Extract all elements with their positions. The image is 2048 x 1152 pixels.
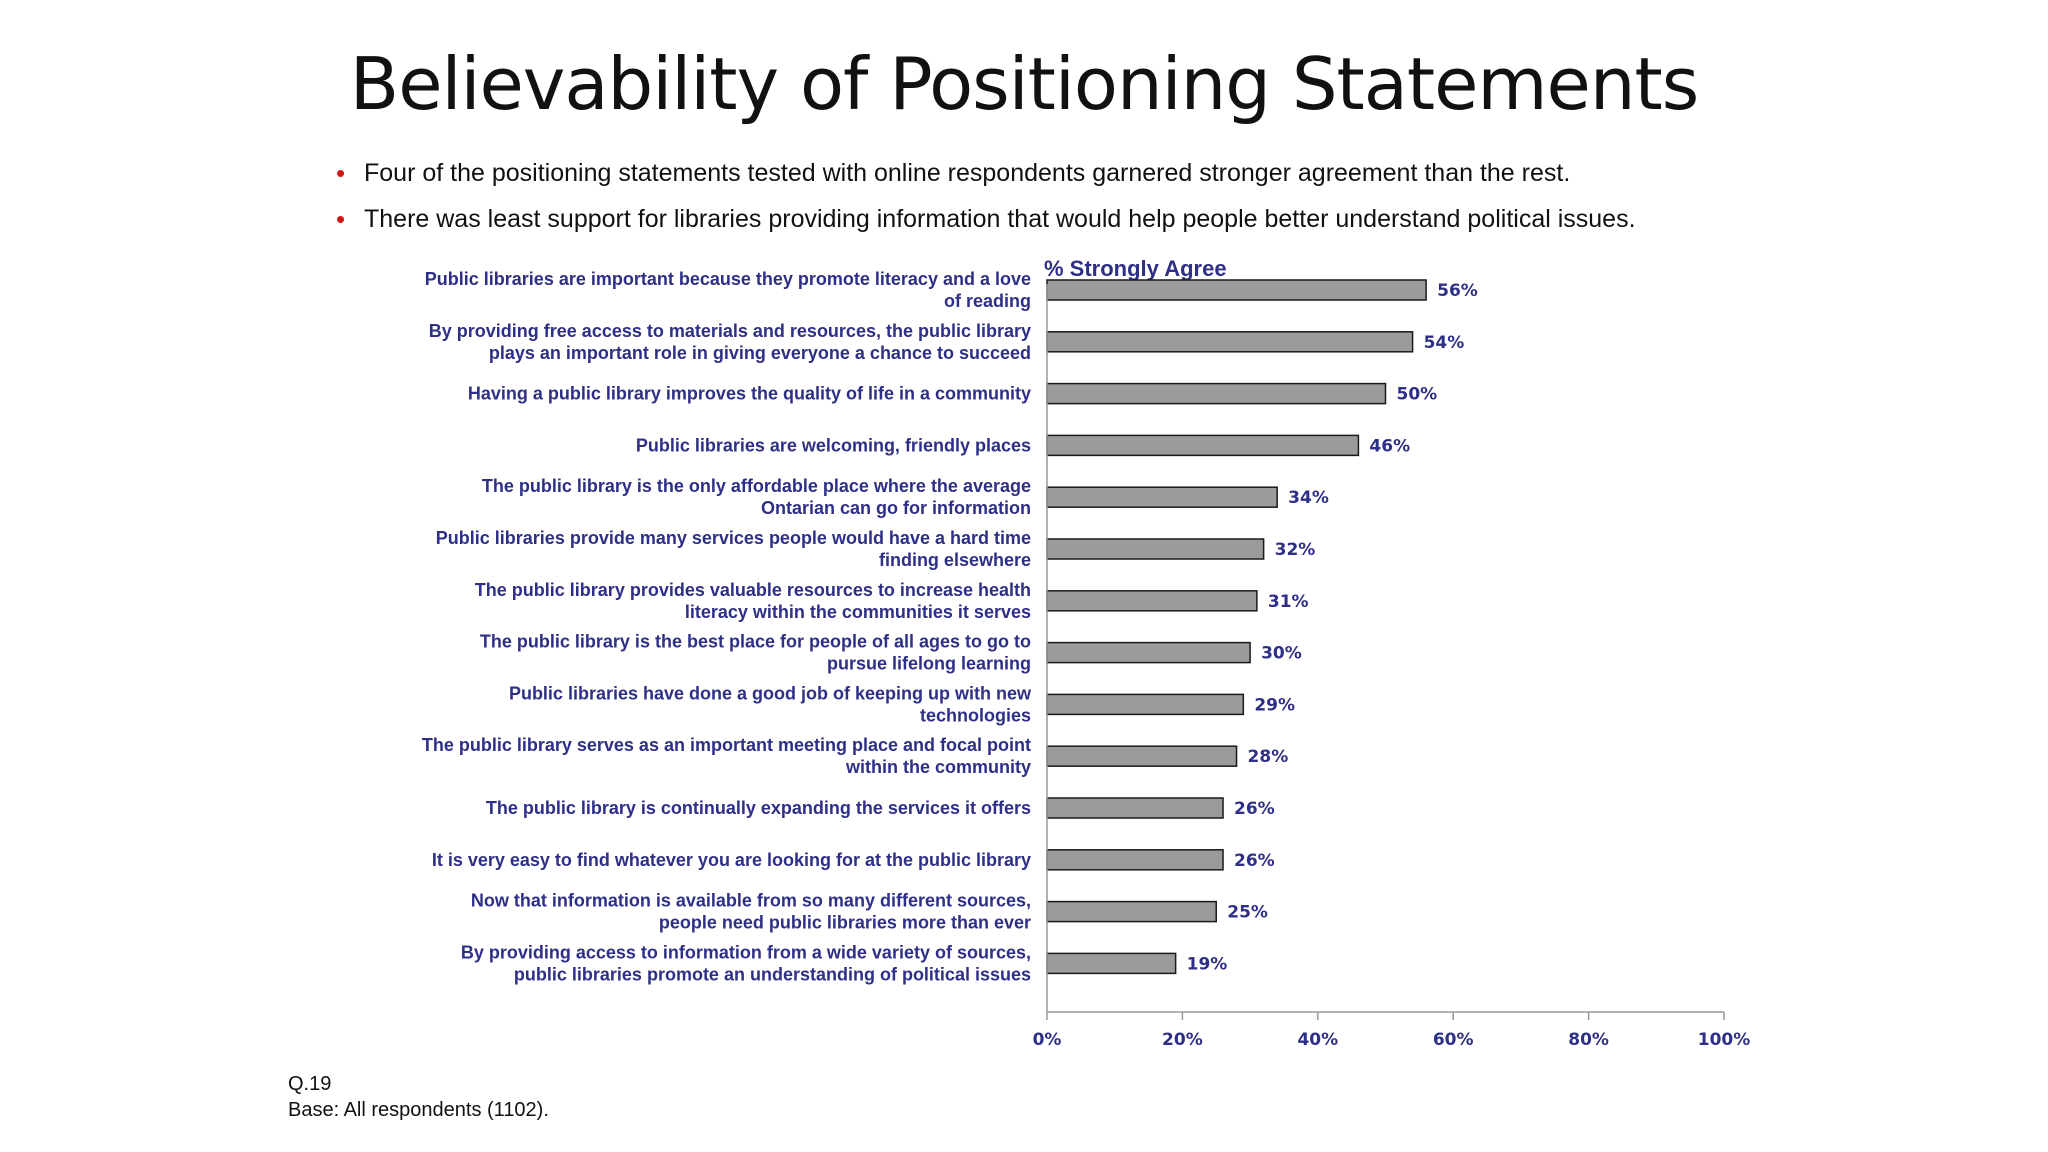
category-label: By providing access to information from … [461,942,1031,984]
value-label: 26% [1234,851,1275,871]
bar [1046,693,1245,716]
bullet-item: • Four of the positioning statements tes… [336,158,1636,204]
x-tick-label: 60% [1433,1030,1474,1050]
value-label: 26% [1234,799,1275,819]
bar [1046,900,1217,923]
bullet-text: Four of the positioning statements teste… [364,159,1571,187]
footnote-base: Base: All respondents (1102). [288,1099,549,1121]
bullet-list: • Four of the positioning statements tes… [336,158,1636,250]
bullet-marker: • [336,158,346,188]
category-label: Public libraries are important because t… [425,269,1031,311]
value-label: 54% [1424,333,1465,353]
category-label: Having a public library improves the qua… [468,384,1031,404]
value-label: 19% [1187,954,1228,974]
category-label: The public library serves as an importan… [422,735,1031,777]
bar [1046,797,1224,819]
value-label: 28% [1248,747,1289,767]
bar [1046,486,1278,508]
x-tick-label: 0% [1033,1030,1062,1050]
bar [1046,952,1177,975]
bar [1046,279,1427,301]
category-label: Public libraries have done a good job of… [509,683,1032,725]
bar [1046,849,1224,871]
value-label: 30% [1261,644,1302,664]
value-label: 34% [1288,488,1329,508]
value-label: 56% [1437,281,1478,301]
category-label: The public library is the only affordabl… [482,476,1031,518]
category-label: It is very easy to find whatever you are… [432,850,1031,870]
value-label: 25% [1227,903,1268,923]
x-tick-label: 20% [1162,1030,1203,1050]
slide-title: Believability of Positioning Statements [349,42,1699,126]
x-tick-label: 40% [1297,1030,1338,1050]
bar [1046,331,1414,353]
x-tick-label: 80% [1568,1030,1609,1050]
bullet-item: • There was least support for libraries … [336,204,1636,250]
bar-chart: % Strongly Agree Public libraries are imp… [422,256,1751,1050]
value-label: 32% [1275,540,1316,560]
category-label: The public library is the best place for… [480,632,1031,674]
category-label: Public libraries are welcoming, friendly… [636,435,1031,455]
footnote: Q.19 Base: All respondents (1102). [288,1071,549,1123]
bar [1046,434,1360,457]
value-label: 29% [1254,695,1295,715]
category-label: Now that information is available from s… [471,891,1031,933]
bar [1046,382,1387,405]
value-label: 31% [1268,592,1309,612]
x-tick-label: 100% [1698,1030,1751,1050]
bar [1046,641,1251,664]
x-axis-title: % Strongly Agree [1044,256,1227,281]
bullet-text: There was least support for libraries pr… [364,205,1636,233]
category-label: The public library is continually expand… [486,798,1031,818]
value-label: 50% [1397,385,1438,405]
category-label: The public library provides valuable res… [475,580,1031,622]
category-label: By providing free access to materials an… [429,321,1031,363]
category-label: Public libraries provide many services p… [436,528,1031,570]
footnote-question: Q.19 [288,1073,332,1095]
bullet-marker: • [336,204,346,234]
value-label: 46% [1369,436,1410,456]
bar [1046,538,1265,560]
bar [1046,590,1258,612]
bar [1046,745,1238,767]
